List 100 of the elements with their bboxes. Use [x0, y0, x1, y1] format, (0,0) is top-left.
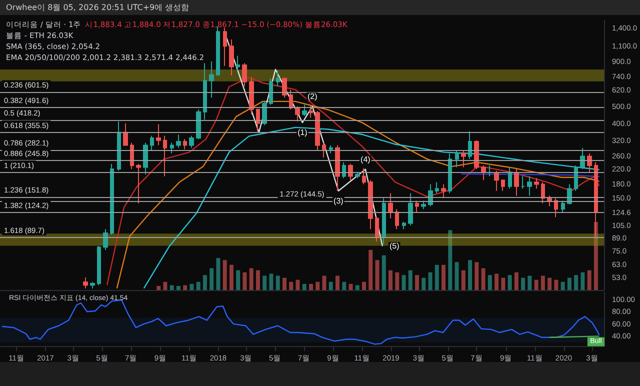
candlestick	[501, 180, 505, 192]
candlestick	[123, 122, 128, 146]
bar	[442, 264, 446, 290]
bar	[202, 275, 207, 290]
bar	[375, 260, 380, 290]
bar	[368, 250, 373, 290]
bar	[574, 275, 578, 290]
candlestick	[209, 60, 214, 98]
bar	[216, 258, 220, 290]
bar	[528, 276, 532, 290]
bar	[580, 272, 585, 290]
bar	[408, 270, 412, 290]
candlestick	[435, 182, 439, 194]
candlestick	[455, 150, 459, 168]
candlestick	[282, 76, 287, 98]
candlestick	[521, 176, 525, 190]
bar	[308, 284, 313, 290]
bar	[422, 278, 426, 290]
bar	[328, 282, 333, 290]
bar	[540, 276, 545, 290]
candlestick	[150, 135, 154, 152]
bar	[382, 255, 386, 290]
bar	[501, 278, 506, 290]
bar	[190, 284, 194, 290]
candlestick	[130, 142, 134, 170]
bar	[534, 280, 538, 290]
bar	[402, 275, 406, 290]
bar	[236, 270, 240, 290]
bar	[474, 262, 479, 290]
annotation: (2)	[308, 92, 318, 101]
candlestick	[329, 144, 333, 154]
candlestick	[474, 140, 479, 170]
bar	[587, 270, 592, 290]
bar	[448, 230, 452, 290]
bar	[196, 282, 200, 290]
candlestick	[342, 162, 346, 179]
bar	[156, 286, 161, 290]
candlestick	[375, 216, 379, 242]
candlestick	[103, 228, 108, 251]
candlestick	[574, 165, 578, 192]
candlestick	[269, 78, 273, 106]
candlestick	[196, 108, 201, 140]
annotation: (4)	[360, 154, 371, 164]
candlestick	[508, 166, 512, 190]
bar	[554, 280, 558, 290]
candlestick	[348, 163, 353, 181]
candlestick	[189, 135, 194, 148]
candlestick	[488, 165, 492, 177]
candlestick	[554, 198, 558, 218]
candlestick	[382, 198, 386, 245]
bar	[388, 270, 393, 290]
candlestick	[163, 135, 167, 177]
bar	[488, 275, 492, 290]
chart-subtitle: Orwhee이 8월 05, 2026 20:51 UTC+9에 생성함	[0, 0, 640, 15]
candlestick	[83, 277, 88, 289]
candlestick	[249, 76, 254, 115]
bar	[276, 276, 280, 290]
candlestick	[547, 195, 552, 207]
bar	[508, 275, 512, 290]
annotation: (1)	[298, 128, 308, 138]
bar	[567, 278, 572, 290]
bar	[548, 278, 552, 290]
bar	[262, 276, 267, 290]
bar	[249, 268, 254, 290]
bar	[183, 285, 188, 290]
candlestick	[256, 108, 260, 132]
bar	[242, 272, 247, 290]
bar	[210, 268, 214, 290]
bar	[282, 278, 286, 290]
candlestick	[388, 192, 393, 219]
bar	[461, 270, 466, 290]
candlestick	[242, 62, 247, 87]
bar	[395, 272, 400, 290]
bar	[514, 272, 518, 290]
bar	[454, 262, 459, 290]
candlestick	[322, 142, 326, 158]
bar	[289, 282, 294, 290]
bar	[336, 276, 340, 290]
candlestick	[143, 142, 148, 175]
candlestick	[368, 180, 373, 230]
candlestick	[170, 142, 174, 154]
candlestick	[309, 104, 313, 118]
bar	[415, 275, 420, 290]
candlestick	[223, 27, 227, 66]
candlestick	[110, 163, 114, 236]
bar	[468, 260, 472, 290]
bar	[434, 264, 439, 290]
bar	[428, 272, 432, 290]
candlestick	[415, 200, 419, 213]
candlestick	[494, 170, 499, 192]
candlestick	[534, 178, 539, 190]
bar	[229, 264, 234, 290]
candlestick	[229, 39, 234, 76]
candlestick	[461, 150, 466, 168]
candlestick	[315, 110, 320, 152]
bar	[163, 282, 168, 290]
candlestick	[421, 200, 426, 210]
bar	[296, 280, 300, 290]
bar	[355, 285, 360, 290]
candlestick	[441, 184, 446, 199]
